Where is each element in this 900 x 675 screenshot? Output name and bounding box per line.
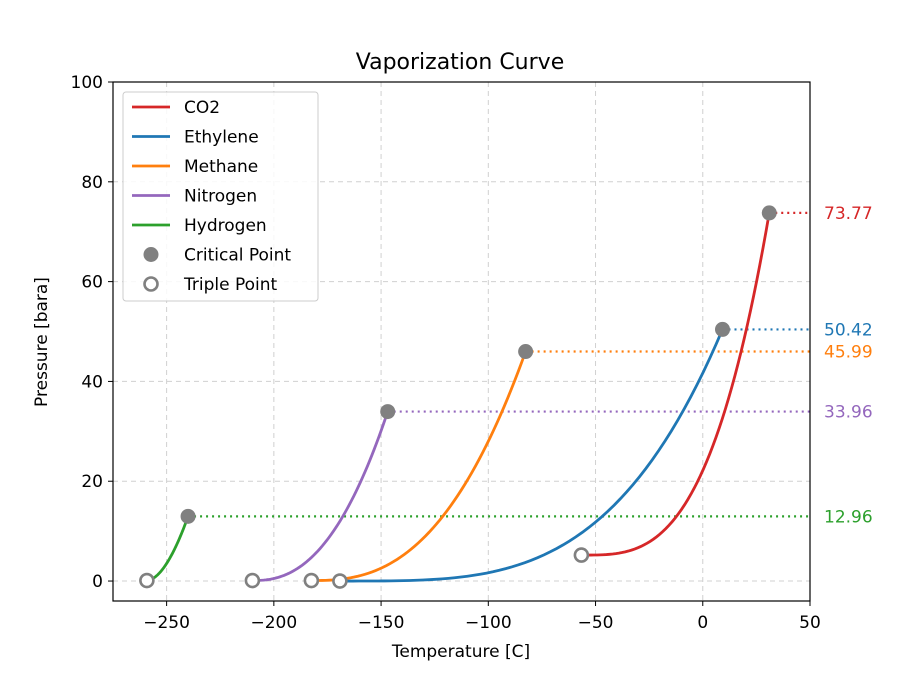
series-curve-methane [311, 351, 527, 582]
x-tick-label: 50 [799, 613, 821, 633]
legend-label: Nitrogen [184, 187, 257, 207]
legend-label: CO2 [184, 98, 220, 118]
x-axis-ticks: −250 −200 −150 −100 −50 0 50 [143, 601, 821, 633]
triple-point-marker [573, 547, 590, 563]
x-tick-label: −150 [358, 613, 405, 633]
critical-pressure-label: 12.96 [824, 507, 873, 527]
series-curve-nitrogen [252, 411, 390, 582]
x-tick-label: 0 [697, 613, 708, 633]
y-tick-label: 40 [81, 372, 103, 392]
x-tick-label: −100 [465, 613, 512, 633]
triple-point-marker [244, 572, 261, 589]
legend-box [122, 91, 319, 302]
triple-point-marker [139, 572, 155, 589]
legend-label: Ethylene [184, 128, 259, 148]
legend-label: Hydrogen [184, 216, 267, 236]
critical-point-marker [380, 404, 396, 420]
legend-marker-triple [143, 276, 159, 292]
critical-point-marker [518, 344, 534, 360]
critical-pressure-labels: 73.77 50.42 45.99 33.96 12.96 [824, 204, 873, 527]
chart-title: Vaporization Curve [356, 50, 564, 75]
triple-point-marker [332, 573, 348, 589]
series-curve-ethylene [339, 328, 724, 583]
y-tick-label: 100 [71, 73, 103, 93]
legend-label: Triple Point [183, 275, 278, 295]
y-tick-label: 0 [92, 572, 103, 592]
critical-pressure-label: 45.99 [824, 343, 873, 363]
critical-pressure-label: 50.42 [824, 320, 873, 340]
y-axis-label: Pressure [bara] [32, 277, 52, 407]
triple-point-marker [303, 572, 320, 589]
critical-point-marker [714, 321, 730, 337]
y-tick-label: 60 [81, 273, 103, 293]
critical-pressure-label: 73.77 [824, 204, 873, 224]
series-curve-co2 [581, 212, 771, 557]
y-tick-label: 80 [81, 173, 103, 193]
x-axis-label: Temperature [C] [391, 642, 530, 662]
point-markers [139, 205, 777, 589]
critical-pressure-label: 33.96 [824, 403, 873, 423]
legend-label: Methane [184, 157, 258, 177]
legend: CO2 Ethylene Methane Nitrogen Hydrogen Critic… [122, 91, 319, 302]
legend-label: Critical Point [184, 246, 291, 266]
legend-marker-critical [143, 247, 159, 262]
y-axis-ticks: 0 20 40 60 80 100 [71, 73, 113, 592]
x-tick-label: −200 [250, 613, 297, 633]
series-curve-hydrogen [146, 515, 190, 582]
critical-point-marker [761, 205, 777, 221]
y-tick-label: 20 [81, 472, 103, 492]
critical-point-marker [180, 508, 196, 524]
x-tick-label: −50 [578, 613, 614, 633]
x-tick-label: −250 [143, 613, 190, 633]
plot-area-frame [112, 81, 811, 602]
